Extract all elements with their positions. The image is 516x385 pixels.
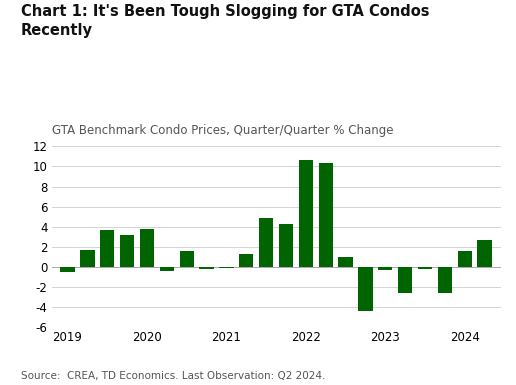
Bar [338,257,353,267]
Bar [239,254,253,267]
Bar [358,267,373,311]
Bar [438,267,452,293]
Bar [299,161,313,267]
Bar [279,224,293,267]
Bar [80,250,94,267]
Bar [100,230,115,267]
Bar [378,267,393,270]
Bar [120,235,134,267]
Bar [398,267,412,293]
Bar [318,163,333,267]
Text: Source:  CREA, TD Economics. Last Observation: Q2 2024.: Source: CREA, TD Economics. Last Observa… [21,371,325,381]
Bar [219,267,234,268]
Bar [199,267,214,269]
Bar [418,267,432,269]
Bar [477,240,492,267]
Bar [140,229,154,267]
Bar [180,251,194,267]
Bar [458,251,472,267]
Bar [159,267,174,271]
Text: GTA Benchmark Condo Prices, Quarter/Quarter % Change: GTA Benchmark Condo Prices, Quarter/Quar… [52,124,393,137]
Bar [60,267,75,272]
Bar [259,218,273,267]
Text: Chart 1: It's Been Tough Slogging for GTA Condos
Recently: Chart 1: It's Been Tough Slogging for GT… [21,4,429,38]
